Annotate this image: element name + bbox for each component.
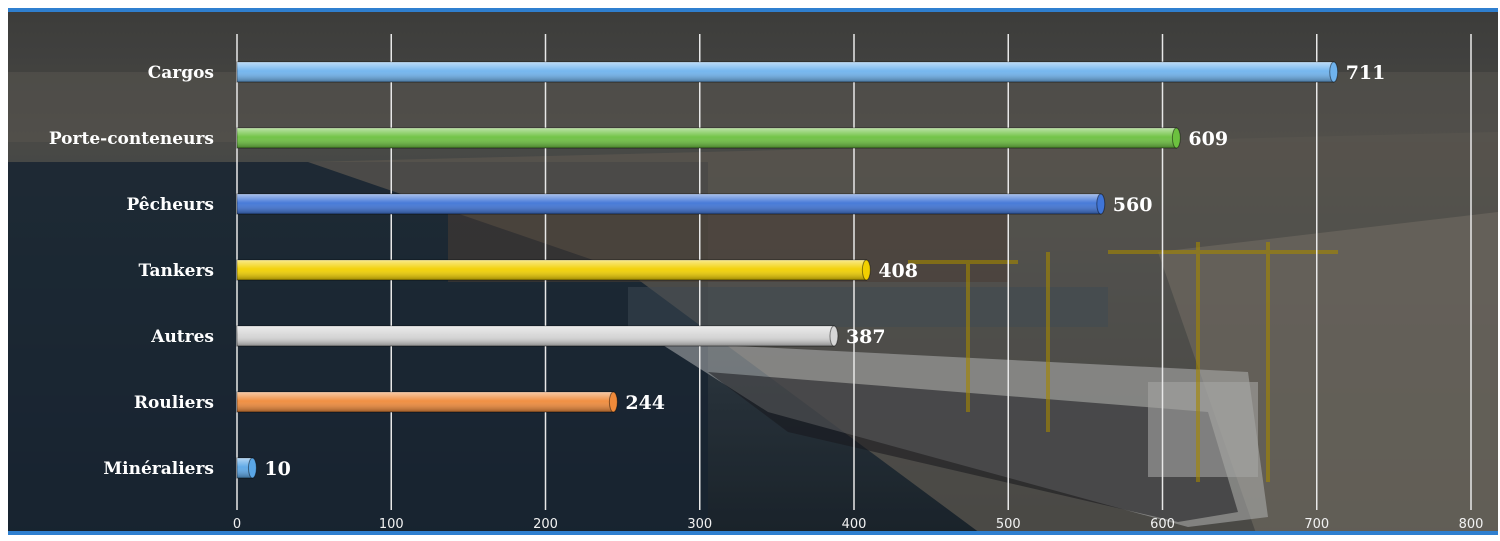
category-label: Minéraliers bbox=[103, 459, 214, 479]
data-label: 387 bbox=[846, 326, 886, 348]
bar-3 bbox=[236, 259, 871, 281]
bar-chart: Cargos Porte-conteneurs Pêcheurs Tankers Aut… bbox=[8, 12, 1498, 532]
bar-2 bbox=[236, 193, 1106, 215]
data-label: 408 bbox=[878, 260, 918, 282]
x-tick-label: 100 bbox=[379, 517, 404, 532]
bar-0 bbox=[236, 61, 1339, 83]
bar-5 bbox=[236, 391, 618, 413]
bars bbox=[236, 61, 1339, 479]
grid-lines bbox=[236, 34, 1472, 510]
category-label: Autres bbox=[150, 327, 214, 347]
x-tick-label: 600 bbox=[1150, 517, 1175, 532]
x-tick-label: 0 bbox=[233, 517, 241, 532]
data-label: 711 bbox=[1346, 62, 1386, 84]
data-label: 244 bbox=[625, 392, 665, 414]
data-label: 560 bbox=[1113, 194, 1153, 216]
x-axis-tick-labels: 0 100 200 300 400 500 600 700 800 bbox=[233, 517, 1484, 532]
x-tick-label: 300 bbox=[687, 517, 712, 532]
category-label: Pêcheurs bbox=[126, 195, 214, 215]
bar-1 bbox=[236, 127, 1181, 149]
data-labels: 711 609 560 408 387 244 10 bbox=[264, 62, 1385, 480]
x-tick-label: 700 bbox=[1304, 517, 1329, 532]
bar-4 bbox=[236, 325, 839, 347]
data-label: 609 bbox=[1188, 128, 1228, 150]
x-tick-label: 800 bbox=[1459, 517, 1484, 532]
category-label: Tankers bbox=[138, 261, 214, 281]
data-label: 10 bbox=[264, 458, 290, 480]
chart-frame: Cargos Porte-conteneurs Pêcheurs Tankers Aut… bbox=[8, 8, 1498, 535]
category-label: Porte-conteneurs bbox=[49, 129, 214, 149]
bar-6 bbox=[236, 457, 257, 479]
x-tick-label: 500 bbox=[996, 517, 1021, 532]
category-label: Rouliers bbox=[134, 393, 214, 413]
x-tick-label: 400 bbox=[842, 517, 867, 532]
x-tick-label: 200 bbox=[533, 517, 558, 532]
category-label: Cargos bbox=[148, 63, 214, 83]
category-labels: Cargos Porte-conteneurs Pêcheurs Tankers Aut… bbox=[49, 63, 214, 479]
